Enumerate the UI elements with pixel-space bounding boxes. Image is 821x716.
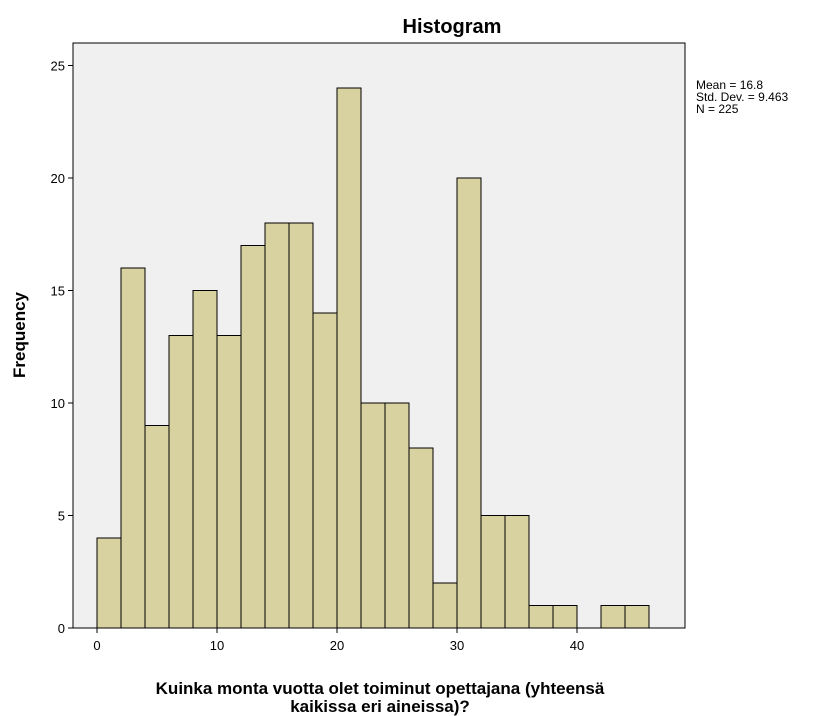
stat-n: N = 225 bbox=[696, 102, 739, 116]
histogram-bar bbox=[504, 515, 530, 629]
stats-legend: Mean = 16.8 Std. Dev. = 9.463 N = 225 bbox=[696, 79, 788, 115]
histogram-bar bbox=[600, 605, 626, 629]
histogram-bar bbox=[120, 267, 146, 629]
x-tick-label: 20 bbox=[330, 638, 344, 653]
histogram-bar bbox=[168, 335, 194, 629]
histogram-bar bbox=[192, 290, 218, 629]
histogram-bar bbox=[96, 537, 122, 629]
y-axis-label: Frequency bbox=[10, 291, 29, 378]
y-tick-label: 15 bbox=[51, 284, 65, 299]
y-tick-label: 20 bbox=[51, 171, 65, 186]
histogram-bar bbox=[456, 177, 482, 629]
x-axis-label-line1: Kuinka monta vuotta olet toiminut opetta… bbox=[156, 679, 605, 698]
axes-group: 0 5 10 15 20 25 0 10 20 30 40 bbox=[51, 59, 585, 654]
histogram-bar bbox=[432, 582, 458, 629]
histogram-bar bbox=[216, 335, 242, 629]
y-tick-label: 25 bbox=[51, 59, 65, 74]
histogram-bar bbox=[312, 312, 338, 629]
histogram-bar bbox=[528, 605, 554, 629]
histogram-bar bbox=[624, 605, 650, 629]
histogram-bar bbox=[480, 515, 506, 629]
x-tick-label: 10 bbox=[210, 638, 224, 653]
histogram-bar bbox=[552, 605, 578, 629]
histogram-bar bbox=[384, 402, 410, 629]
histogram-bar bbox=[144, 425, 170, 629]
x-tick-label: 40 bbox=[570, 638, 584, 653]
x-tick-label: 30 bbox=[450, 638, 464, 653]
x-tick-label: 0 bbox=[93, 638, 100, 653]
chart-title: Histogram bbox=[403, 16, 502, 38]
histogram-bar bbox=[240, 245, 266, 629]
histogram-bar bbox=[288, 222, 314, 629]
histogram-bar bbox=[336, 87, 362, 629]
x-axis-label-line2: kaikissa eri aineissa)? bbox=[290, 697, 470, 716]
y-tick-label: 0 bbox=[58, 621, 65, 636]
y-tick-label: 10 bbox=[51, 396, 65, 411]
histogram-bar bbox=[264, 222, 290, 629]
histogram-bar bbox=[360, 402, 386, 629]
stat-mean: Mean = 16.8 bbox=[696, 78, 764, 92]
bars-group bbox=[96, 87, 650, 629]
y-tick-label: 5 bbox=[58, 509, 65, 524]
stat-std-dev: Std. Dev. = 9.463 bbox=[696, 90, 789, 104]
histogram-bar bbox=[408, 447, 434, 629]
